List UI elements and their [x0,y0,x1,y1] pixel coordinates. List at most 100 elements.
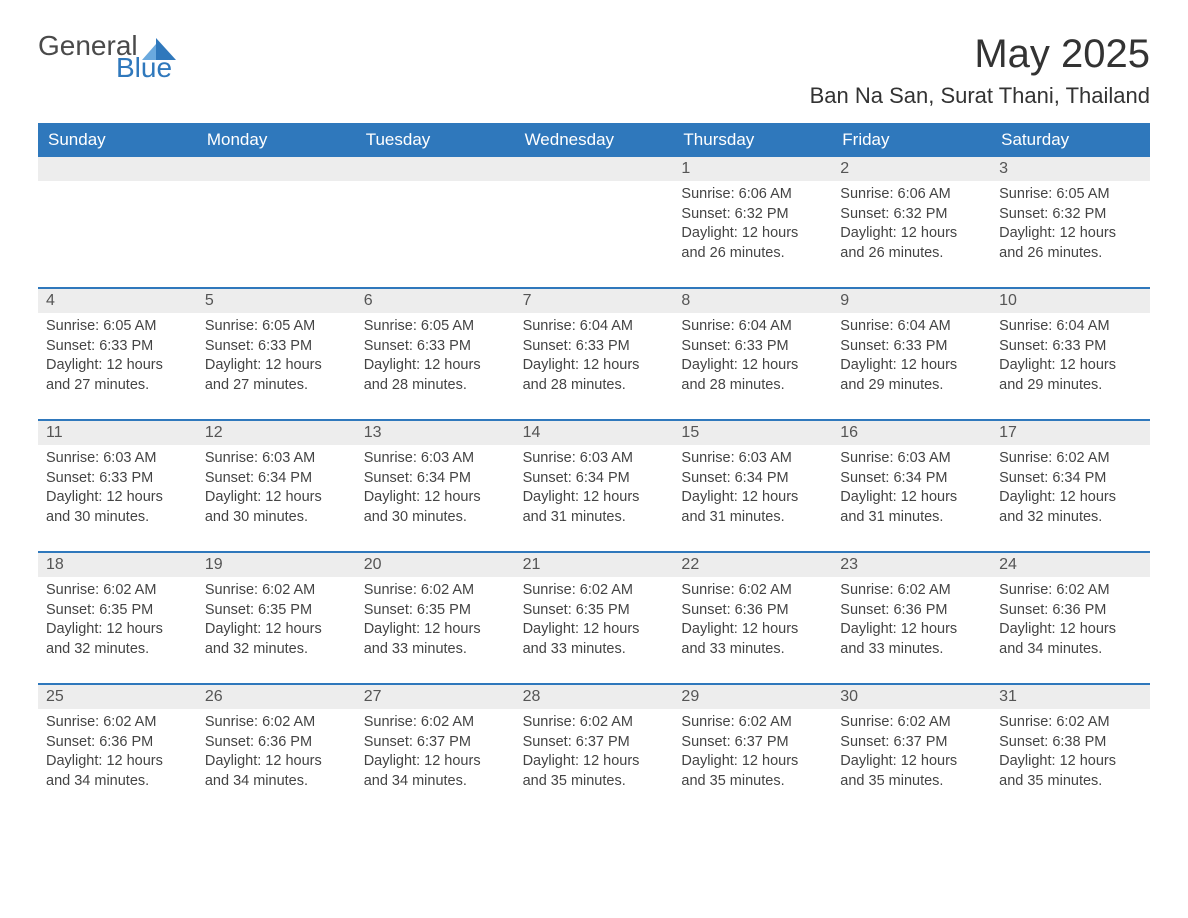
sunrise-line: Sunrise: 6:06 AM [681,185,824,205]
day-number [38,157,197,181]
day-info: Sunrise: 6:04 AMSunset: 6:33 PMDaylight:… [991,313,1150,401]
daylight-line: Daylight: 12 hours and 33 minutes. [364,620,507,659]
day-info: Sunrise: 6:02 AMSunset: 6:35 PMDaylight:… [356,577,515,665]
day-info: Sunrise: 6:03 AMSunset: 6:34 PMDaylight:… [515,445,674,533]
day-info: Sunrise: 6:05 AMSunset: 6:33 PMDaylight:… [38,313,197,401]
day-info: Sunrise: 6:04 AMSunset: 6:33 PMDaylight:… [673,313,832,401]
sunrise-line: Sunrise: 6:04 AM [523,317,666,337]
daylight-line: Daylight: 12 hours and 35 minutes. [999,752,1142,791]
daylight-line: Daylight: 12 hours and 34 minutes. [999,620,1142,659]
day-number: 29 [673,685,832,709]
day-info: Sunrise: 6:02 AMSunset: 6:36 PMDaylight:… [832,577,991,665]
day-number: 4 [38,289,197,313]
calendar: SundayMondayTuesdayWednesdayThursdayFrid… [38,123,1150,803]
weekday-header-row: SundayMondayTuesdayWednesdayThursdayFrid… [38,123,1150,157]
daylight-line: Daylight: 12 hours and 34 minutes. [205,752,348,791]
empty-cell [197,157,356,275]
day-info: Sunrise: 6:03 AMSunset: 6:34 PMDaylight:… [356,445,515,533]
sunrise-line: Sunrise: 6:05 AM [999,185,1142,205]
daylight-line: Daylight: 12 hours and 29 minutes. [840,356,983,395]
sunset-line: Sunset: 6:38 PM [999,733,1142,753]
day-cell: 7Sunrise: 6:04 AMSunset: 6:33 PMDaylight… [515,289,674,407]
daylight-line: Daylight: 12 hours and 33 minutes. [681,620,824,659]
day-number: 18 [38,553,197,577]
daylight-line: Daylight: 12 hours and 35 minutes. [681,752,824,791]
day-cell: 23Sunrise: 6:02 AMSunset: 6:36 PMDayligh… [832,553,991,671]
sunrise-line: Sunrise: 6:03 AM [205,449,348,469]
day-cell: 14Sunrise: 6:03 AMSunset: 6:34 PMDayligh… [515,421,674,539]
daylight-line: Daylight: 12 hours and 27 minutes. [46,356,189,395]
weekday-header: Monday [197,123,356,157]
day-cell: 5Sunrise: 6:05 AMSunset: 6:33 PMDaylight… [197,289,356,407]
day-number: 6 [356,289,515,313]
daylight-line: Daylight: 12 hours and 30 minutes. [205,488,348,527]
day-info: Sunrise: 6:02 AMSunset: 6:35 PMDaylight:… [38,577,197,665]
day-number: 15 [673,421,832,445]
day-info: Sunrise: 6:02 AMSunset: 6:34 PMDaylight:… [991,445,1150,533]
day-info: Sunrise: 6:02 AMSunset: 6:35 PMDaylight:… [515,577,674,665]
sunset-line: Sunset: 6:34 PM [364,469,507,489]
day-cell: 10Sunrise: 6:04 AMSunset: 6:33 PMDayligh… [991,289,1150,407]
day-info: Sunrise: 6:05 AMSunset: 6:33 PMDaylight:… [356,313,515,401]
day-cell: 1Sunrise: 6:06 AMSunset: 6:32 PMDaylight… [673,157,832,275]
daylight-line: Daylight: 12 hours and 34 minutes. [46,752,189,791]
week-row: 1Sunrise: 6:06 AMSunset: 6:32 PMDaylight… [38,157,1150,275]
daylight-line: Daylight: 12 hours and 31 minutes. [681,488,824,527]
day-info: Sunrise: 6:04 AMSunset: 6:33 PMDaylight:… [832,313,991,401]
title-block: May 2025 Ban Na San, Surat Thani, Thaila… [810,32,1150,109]
sunrise-line: Sunrise: 6:02 AM [205,581,348,601]
day-cell: 27Sunrise: 6:02 AMSunset: 6:37 PMDayligh… [356,685,515,803]
brand-logo: General Blue [38,32,176,82]
daylight-line: Daylight: 12 hours and 29 minutes. [999,356,1142,395]
day-number: 14 [515,421,674,445]
sunset-line: Sunset: 6:37 PM [681,733,824,753]
sunrise-line: Sunrise: 6:04 AM [681,317,824,337]
day-number: 22 [673,553,832,577]
day-cell: 17Sunrise: 6:02 AMSunset: 6:34 PMDayligh… [991,421,1150,539]
sunset-line: Sunset: 6:32 PM [681,205,824,225]
sunrise-line: Sunrise: 6:02 AM [999,581,1142,601]
day-cell: 28Sunrise: 6:02 AMSunset: 6:37 PMDayligh… [515,685,674,803]
day-number: 16 [832,421,991,445]
day-info: Sunrise: 6:02 AMSunset: 6:37 PMDaylight:… [832,709,991,797]
sunset-line: Sunset: 6:35 PM [364,601,507,621]
day-cell: 29Sunrise: 6:02 AMSunset: 6:37 PMDayligh… [673,685,832,803]
sunrise-line: Sunrise: 6:02 AM [205,713,348,733]
day-number: 21 [515,553,674,577]
day-info: Sunrise: 6:03 AMSunset: 6:34 PMDaylight:… [673,445,832,533]
empty-cell [38,157,197,275]
weekday-header: Wednesday [515,123,674,157]
sunset-line: Sunset: 6:36 PM [681,601,824,621]
sunset-line: Sunset: 6:32 PM [840,205,983,225]
day-number: 5 [197,289,356,313]
sunset-line: Sunset: 6:34 PM [205,469,348,489]
sunset-line: Sunset: 6:37 PM [364,733,507,753]
week-row: 18Sunrise: 6:02 AMSunset: 6:35 PMDayligh… [38,551,1150,671]
day-info: Sunrise: 6:02 AMSunset: 6:36 PMDaylight:… [38,709,197,797]
day-number [356,157,515,181]
sunset-line: Sunset: 6:33 PM [681,337,824,357]
day-number [515,157,674,181]
day-cell: 15Sunrise: 6:03 AMSunset: 6:34 PMDayligh… [673,421,832,539]
day-number: 23 [832,553,991,577]
sunset-line: Sunset: 6:35 PM [205,601,348,621]
day-cell: 2Sunrise: 6:06 AMSunset: 6:32 PMDaylight… [832,157,991,275]
daylight-line: Daylight: 12 hours and 26 minutes. [999,224,1142,263]
sunrise-line: Sunrise: 6:02 AM [523,713,666,733]
sunset-line: Sunset: 6:37 PM [523,733,666,753]
day-number: 10 [991,289,1150,313]
day-number: 8 [673,289,832,313]
sunset-line: Sunset: 6:35 PM [46,601,189,621]
sunset-line: Sunset: 6:34 PM [840,469,983,489]
daylight-line: Daylight: 12 hours and 35 minutes. [523,752,666,791]
sunset-line: Sunset: 6:33 PM [523,337,666,357]
day-cell: 12Sunrise: 6:03 AMSunset: 6:34 PMDayligh… [197,421,356,539]
sunset-line: Sunset: 6:34 PM [999,469,1142,489]
day-info: Sunrise: 6:02 AMSunset: 6:37 PMDaylight:… [356,709,515,797]
sunrise-line: Sunrise: 6:02 AM [364,581,507,601]
sunrise-line: Sunrise: 6:02 AM [840,713,983,733]
sunrise-line: Sunrise: 6:02 AM [999,449,1142,469]
sunset-line: Sunset: 6:32 PM [999,205,1142,225]
day-cell: 19Sunrise: 6:02 AMSunset: 6:35 PMDayligh… [197,553,356,671]
sunrise-line: Sunrise: 6:02 AM [364,713,507,733]
